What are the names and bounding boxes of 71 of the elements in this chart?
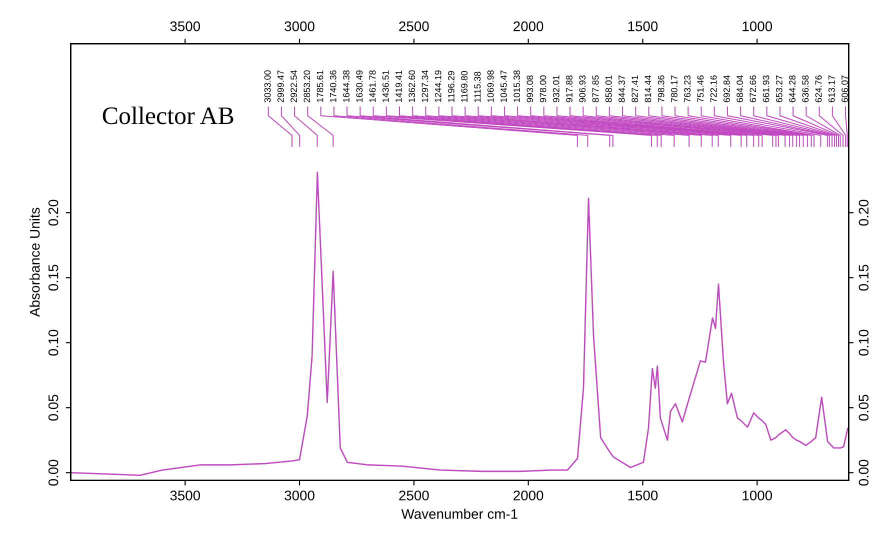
y2-tick-label: 0.20 (858, 200, 869, 226)
annotation: 858.01 (605, 75, 612, 102)
y-tick-label: 0.00 (48, 460, 58, 486)
x2-tick-label: 1000 (742, 21, 772, 32)
annotation: 684.04 (736, 75, 744, 102)
x-axis-title: Wavenumber cm-1 (401, 508, 518, 519)
annotation: 751.46 (697, 75, 704, 102)
annotation: 1362.60 (408, 70, 416, 102)
annotation: 2999.47 (277, 70, 284, 102)
x-tick-label: 3500 (170, 490, 200, 500)
annotation: 624.76 (815, 75, 822, 102)
annotation: 780.17 (671, 75, 678, 102)
x-tick-label: 2000 (514, 490, 544, 500)
annotation: 1196.29 (448, 71, 454, 102)
annotation: 653.27 (776, 75, 782, 102)
annotation: 814.44 (644, 75, 652, 102)
x2-tick-label: 1500 (628, 21, 658, 32)
line-series (70, 172, 848, 476)
x-tick-label: 2500 (399, 490, 429, 500)
annotation: 2853.20 (304, 70, 310, 102)
annotation: 1436.51 (382, 70, 389, 102)
annotation: 3033.00 (264, 70, 271, 102)
annotation: 1169.80 (461, 71, 468, 102)
annotation: 1244.19 (434, 70, 442, 102)
annotation: 606.07 (842, 75, 848, 102)
x2-tick-label: 3000 (284, 21, 314, 32)
y2-tick-label: 0.15 (858, 264, 869, 291)
x2-tick-label: 3500 (170, 21, 200, 32)
annotation: 672.66 (750, 75, 756, 102)
annotation: 1045.47 (500, 70, 507, 102)
y2-tick-label: 0.05 (858, 394, 869, 421)
y-tick-label: 0.20 (48, 200, 58, 226)
x-tick-label: 1000 (742, 490, 772, 500)
annotation: 763.23 (684, 75, 691, 102)
annotation: 932.01 (552, 75, 560, 102)
annotation: 1069.98 (487, 70, 494, 102)
annotation: 1740.36 (330, 70, 336, 102)
annotation: 798.36 (658, 75, 664, 102)
annotation: 917.88 (566, 75, 572, 102)
y-tick-label: 0.15 (48, 264, 58, 291)
annotation: 827.41 (632, 75, 638, 102)
annotation: 1785.61 (316, 70, 324, 102)
y2-tick-label: 0.00 (858, 460, 869, 486)
y2-tick-label: 0.10 (858, 330, 869, 356)
annotation: 906.93 (579, 75, 586, 102)
annotation: 613.17 (828, 75, 835, 102)
annotation: 644.28 (789, 75, 796, 102)
y-axis-title: Absorbance Units (30, 208, 40, 317)
annotation: 636.58 (802, 75, 809, 102)
x2-tick-label: 2500 (399, 21, 429, 32)
y-tick-label: 0.05 (48, 394, 58, 421)
annotation: 692.84 (723, 75, 730, 102)
annotation: 993.08 (526, 75, 534, 102)
annotation: 1461.78 (369, 70, 376, 102)
annotation: 1115.38 (474, 72, 481, 102)
annotation: 1419.41 (396, 70, 402, 102)
x-tick-label: 3000 (284, 490, 314, 500)
annotation: Collector AB (102, 106, 234, 124)
annotation: 1630.49 (356, 70, 363, 102)
annotation: 722.16 (710, 75, 717, 102)
y-tick-label: 0.10 (48, 330, 58, 356)
annotation: 2922.54 (290, 70, 297, 102)
annotation: 978.00 (540, 75, 546, 102)
annotation: 661.93 (762, 75, 770, 102)
annotation: 844.37 (618, 75, 625, 102)
annotation: 1644.38 (343, 70, 350, 102)
annotation: 877.85 (592, 75, 599, 102)
x2-tick-label: 2000 (514, 21, 544, 32)
annotation: 1297.34 (422, 70, 428, 102)
x-tick-label: 1500 (628, 490, 658, 500)
annotation: 1015.38 (514, 70, 520, 102)
